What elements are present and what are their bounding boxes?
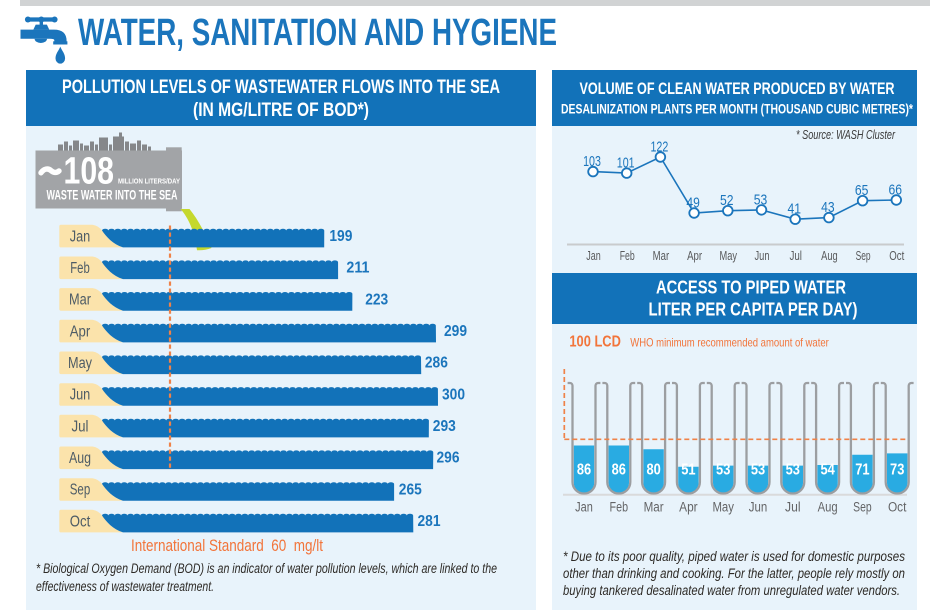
svg-text:Feb: Feb	[70, 260, 90, 277]
svg-text:May: May	[720, 248, 738, 263]
svg-text:Mar: Mar	[653, 248, 670, 263]
svg-text:POLLUTION LEVELS OF WASTEWATER: POLLUTION LEVELS OF WASTEWATER FLOWS INT…	[62, 77, 500, 98]
svg-text:53: 53	[754, 191, 768, 208]
svg-text:265: 265	[399, 481, 422, 498]
svg-text:DESALINIZATION PLANTS PER MONT: DESALINIZATION PLANTS PER MONTH (THOUSAN…	[561, 102, 914, 117]
svg-text:effectiveness of wastewater tr: effectiveness of wastewater treatment.	[36, 579, 214, 594]
svg-text:223: 223	[365, 291, 388, 308]
svg-text:296: 296	[437, 450, 460, 467]
svg-text:Jun: Jun	[749, 500, 768, 515]
svg-text:other than drinking and cookin: other than drinking and cooking. For the…	[563, 566, 905, 581]
svg-text:LITER PER CAPITA PER DAY): LITER PER CAPITA PER DAY)	[649, 300, 858, 320]
svg-text:Apr: Apr	[70, 323, 91, 340]
svg-text:300: 300	[442, 386, 465, 403]
svg-text:101: 101	[617, 155, 635, 172]
svg-text:Sep: Sep	[853, 500, 872, 515]
svg-text:WHO minimum recommended amount: WHO minimum recommended amount of water	[630, 336, 829, 349]
svg-text:VOLUME OF CLEAN WATER PRODUCED: VOLUME OF CLEAN WATER PRODUCED BY WATER	[580, 80, 895, 98]
svg-text:Feb: Feb	[620, 248, 635, 263]
svg-text:53: 53	[751, 462, 765, 479]
svg-text:Jan: Jan	[575, 500, 593, 515]
svg-text:86: 86	[577, 462, 591, 479]
svg-text:199: 199	[329, 228, 352, 245]
svg-text:WATER, SANITATION AND HYGIENE: WATER, SANITATION AND HYGIENE	[78, 12, 557, 54]
svg-text:Mar: Mar	[69, 292, 91, 309]
svg-text:May: May	[68, 355, 92, 372]
svg-text:49: 49	[686, 195, 700, 212]
svg-text:53: 53	[716, 462, 730, 479]
svg-text:293: 293	[433, 418, 456, 435]
svg-text:Oct: Oct	[888, 500, 907, 515]
svg-text:43: 43	[821, 199, 835, 216]
svg-text:281: 281	[418, 513, 441, 530]
svg-text:Sep: Sep	[856, 248, 871, 263]
svg-text:MILLION LITERS/DAY: MILLION LITERS/DAY	[118, 177, 180, 186]
svg-text:Oct: Oct	[889, 248, 904, 263]
svg-text:Aug: Aug	[818, 500, 838, 515]
svg-text:Oct: Oct	[70, 513, 91, 530]
svg-text:52: 52	[720, 192, 734, 209]
svg-text:Jan: Jan	[586, 248, 601, 263]
svg-text:53: 53	[786, 462, 800, 479]
svg-text:54: 54	[820, 462, 834, 479]
svg-text:(IN MG/LITRE OF BOD*): (IN MG/LITRE OF BOD*)	[193, 100, 369, 121]
svg-text:86: 86	[612, 462, 626, 479]
svg-text:41: 41	[787, 201, 801, 218]
svg-text:100 LCD: 100 LCD	[569, 333, 621, 350]
svg-text:WASTE WATER INTO THE SEA: WASTE WATER INTO THE SEA	[47, 186, 178, 202]
svg-text:* Biological Oxygen Demand (BO: * Biological Oxygen Demand (BOD) is an i…	[36, 561, 497, 576]
svg-text:66: 66	[889, 182, 903, 199]
svg-text:80: 80	[646, 462, 660, 479]
svg-text:* Source: WASH Cluster: * Source: WASH Cluster	[796, 127, 895, 142]
svg-text:Jul: Jul	[785, 500, 801, 515]
svg-text:Aug: Aug	[821, 248, 838, 263]
svg-text:122: 122	[651, 139, 669, 156]
svg-text:Jul: Jul	[789, 248, 802, 263]
svg-text:May: May	[712, 500, 734, 515]
svg-text:Sep: Sep	[70, 482, 91, 499]
svg-text:Feb: Feb	[610, 500, 629, 515]
svg-text:108: 108	[64, 151, 115, 193]
svg-text:buying tankered desalinated wa: buying tankered desalinated water from u…	[563, 583, 900, 598]
svg-text:73: 73	[890, 462, 904, 479]
svg-text:299: 299	[444, 323, 467, 340]
svg-text:103: 103	[583, 153, 601, 170]
svg-text:ACCESS TO PIPED WATER: ACCESS TO PIPED WATER	[656, 278, 846, 298]
svg-text:International Standard 60 mg: International Standard 60 mg/lt	[131, 536, 323, 555]
svg-text:Apr: Apr	[687, 248, 702, 263]
svg-text:Jan: Jan	[70, 228, 91, 245]
svg-text:Jun: Jun	[755, 248, 770, 263]
svg-text:Jul: Jul	[72, 418, 89, 435]
svg-text:65: 65	[855, 182, 869, 199]
svg-text:211: 211	[346, 260, 369, 277]
svg-text:51: 51	[681, 462, 695, 479]
svg-text:Jun: Jun	[70, 387, 91, 404]
svg-text:* Due to its poor quality, pip: * Due to its poor quality, piped water i…	[563, 549, 905, 564]
svg-text:Mar: Mar	[644, 500, 664, 515]
svg-text:71: 71	[855, 462, 869, 479]
svg-text:Aug: Aug	[69, 450, 91, 467]
svg-text:286: 286	[425, 355, 448, 372]
svg-text:Apr: Apr	[679, 500, 698, 515]
